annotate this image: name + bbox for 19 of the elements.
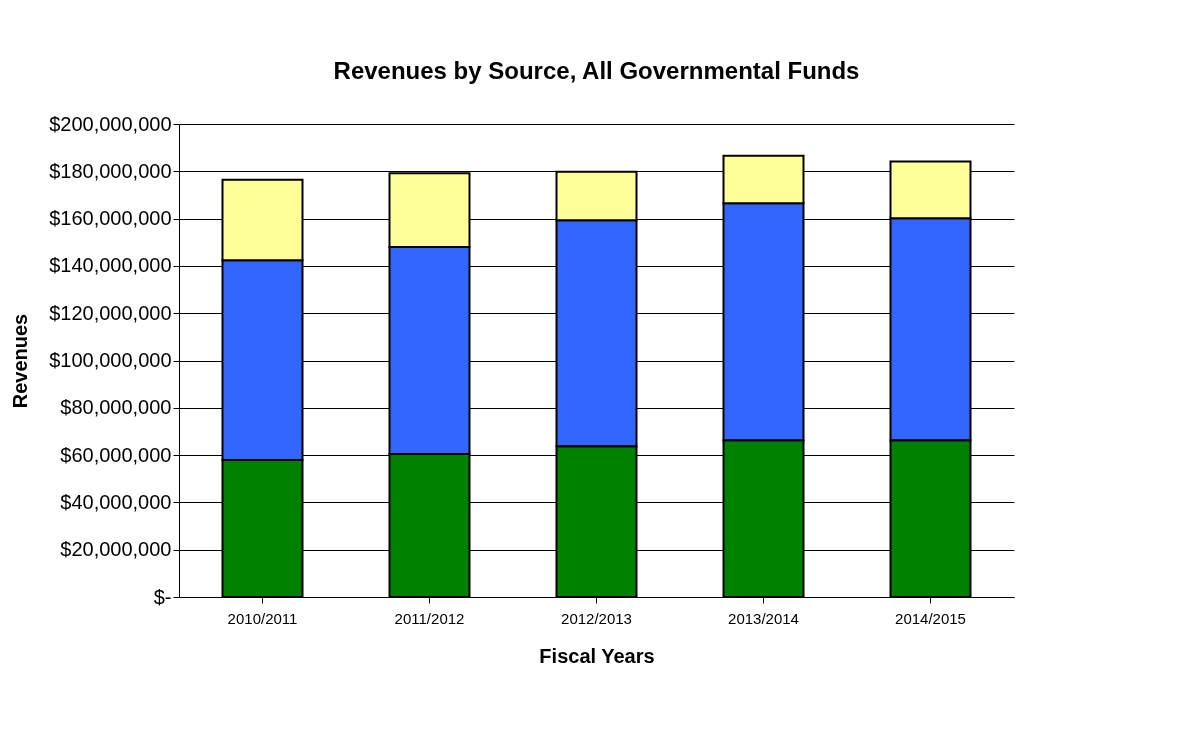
y-tick-label: $80,000,000: [60, 396, 172, 419]
x-tick-label: 2013/2014: [728, 609, 799, 627]
y-tick-label: $140,000,000: [49, 254, 172, 277]
y-tick-label: $-: [153, 585, 172, 608]
y-axis-title: Revenues: [9, 313, 32, 409]
x-tick-label: 2014/2015: [895, 609, 966, 627]
x-tick-label: 2012/2013: [561, 609, 632, 627]
y-tick-label: $160,000,000: [49, 207, 172, 230]
y-tick-label: $200,000,000: [49, 112, 172, 135]
y-tick-label: $20,000,000: [60, 538, 172, 561]
x-tick-label: 2010/2011: [227, 609, 298, 627]
x-axis-title: Fiscal Years: [539, 644, 655, 667]
x-tick-label: 2011/2012: [394, 609, 465, 627]
y-tick-label: $180,000,000: [49, 159, 172, 182]
y-tick-label: $40,000,000: [60, 490, 172, 513]
y-tick-label: $100,000,000: [49, 349, 172, 371]
y-tick-label: $120,000,000: [49, 301, 172, 324]
chart-title: Revenues by Source, All Governmental Funds: [333, 57, 860, 84]
y-tick-label: $60,000,000: [60, 443, 172, 466]
